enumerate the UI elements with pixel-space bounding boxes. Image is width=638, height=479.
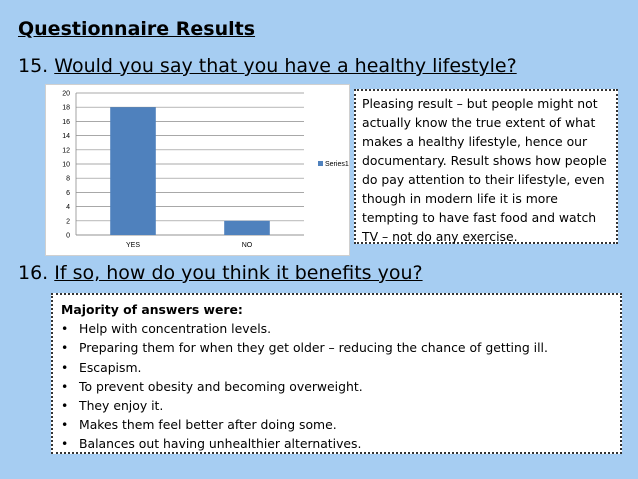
y-tick-label: 6 (66, 190, 70, 197)
bullet-glyph: • (61, 398, 69, 414)
answer-text: Balances out having unhealthier alternat… (79, 436, 362, 452)
y-tick-label: 12 (62, 147, 70, 154)
question-16-number: 16. (18, 262, 49, 284)
x-tick-label: NO (242, 242, 253, 249)
answers-box: Majority of answers were: • Help with con… (51, 293, 622, 454)
question-16-text: If so, how do you think it benefits you? (54, 262, 423, 284)
bullet-glyph: • (61, 359, 69, 375)
legend-swatch (318, 161, 323, 166)
y-tick-label: 14 (62, 133, 70, 140)
y-tick-label: 18 (62, 105, 70, 112)
answer-item: • To prevent obesity and becoming overwei… (61, 377, 612, 396)
y-tick-label: 0 (66, 233, 70, 240)
answer-item: • They enjoy it. (61, 396, 612, 415)
y-tick-label: 8 (66, 176, 70, 183)
y-tick-label: 4 (66, 204, 70, 211)
answer-text: Preparing them for when they get older –… (79, 340, 548, 356)
bullet-glyph: • (61, 436, 69, 452)
question-15: 15. Would you say that you have a health… (18, 55, 517, 77)
bullet-glyph: • (61, 417, 69, 433)
bullet-glyph: • (61, 340, 69, 356)
answer-text: Makes them feel better after doing some. (79, 417, 337, 433)
y-tick-label: 20 (62, 91, 70, 98)
comment-box: Pleasing result – but people might not a… (354, 89, 618, 244)
answers-heading: Majority of answers were: (61, 302, 243, 317)
x-tick-label: YES (126, 242, 140, 249)
legend-label: Series1 (325, 161, 349, 168)
answer-item: • Preparing them for when they get older … (61, 338, 612, 357)
y-tick-label: 16 (62, 119, 70, 126)
answer-text: Help with concentration levels. (79, 321, 272, 337)
answer-text: They enjoy it. (79, 398, 164, 414)
bar-chart: 0 2 4 6 8 10 12 14 16 18 20 YES NO Series1 (45, 84, 350, 256)
question-15-number: 15. (18, 55, 49, 77)
answer-text: To prevent obesity and becoming overweig… (79, 378, 363, 394)
bar (110, 107, 156, 235)
comment-text: Pleasing result – but people might not a… (362, 96, 607, 244)
y-tick-label: 2 (66, 218, 70, 225)
question-16: 16. If so, how do you think it benefits … (18, 262, 423, 284)
bullet-glyph: • (61, 321, 69, 337)
answer-item: • Escapism. (61, 358, 612, 377)
bar (224, 220, 270, 235)
answer-item: • Makes them feel better after doing some… (61, 415, 612, 434)
answer-text: Escapism. (79, 359, 142, 375)
slide-title: Questionnaire Results (18, 18, 256, 40)
answer-item: • Balances out having unhealthier alterna… (61, 434, 612, 453)
answer-item: • Help with concentration levels. (61, 319, 612, 338)
answers-list: • Help with concentration levels. • Prepar… (61, 319, 612, 453)
y-tick-label: 10 (62, 162, 70, 169)
bullet-glyph: • (61, 378, 69, 394)
question-15-text: Would you say that you have a healthy li… (54, 55, 517, 77)
bar-chart-svg: 0 2 4 6 8 10 12 14 16 18 20 YES NO Series1 (62, 91, 349, 250)
